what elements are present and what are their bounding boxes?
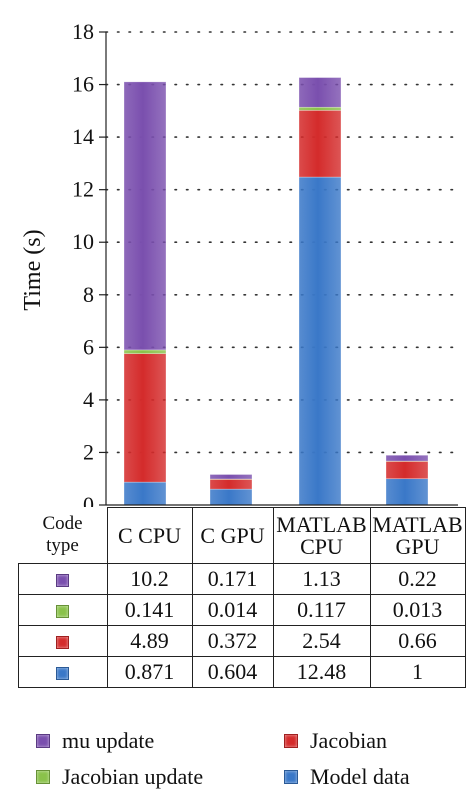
bar-segment-jacobian-update-matlab-cpu	[298, 106, 342, 111]
table-cell: 0.372	[191, 625, 274, 657]
jacobian-update-swatch-icon	[36, 770, 50, 784]
stacked-bar-chart: 0 2 4 6 8 10 12 14 16 18 Time (s)	[20, 19, 459, 507]
bar-segment-model-data-matlab-gpu	[385, 478, 429, 506]
header-text: C GPU	[200, 522, 265, 548]
legend-item-model-data: Model data	[284, 764, 410, 790]
y-tick-label: 14	[72, 124, 94, 149]
mu-update-swatch-icon	[56, 574, 70, 588]
row-key-jacobian-update	[18, 594, 108, 626]
jacobian-update-swatch-icon	[56, 605, 70, 619]
bars	[123, 77, 429, 506]
table-cell: 2.54	[272, 625, 371, 657]
table-row-jacobian: 4.89 0.372 2.54 0.66	[18, 625, 466, 657]
row-key-model-data	[18, 656, 108, 688]
corner-line-2: type	[46, 535, 79, 557]
table-cell: 0.66	[369, 625, 466, 657]
table-cell: 10.2	[106, 563, 193, 595]
jacobian-swatch-icon	[284, 734, 298, 748]
header-text: CPU	[300, 533, 343, 559]
y-tick-label: 8	[83, 282, 94, 307]
y-tick-label: 0	[83, 492, 94, 507]
mu-update-swatch-icon	[36, 734, 50, 748]
legend-item-jacobian: Jacobian	[284, 728, 387, 754]
legend-item-jacobian-update: Jacobian update	[36, 764, 203, 790]
jacobian-swatch-icon	[56, 636, 70, 650]
bar-segment-mu-update-c-cpu	[123, 81, 167, 351]
bar-segment-mu-update-matlab-cpu	[298, 77, 342, 108]
table-cell: 0.141	[106, 594, 193, 626]
y-tick-label: 18	[72, 19, 94, 44]
header-text: C CPU	[118, 522, 181, 548]
data-table: Code type C CPU C GPU MATLAB CPU MATLAB …	[18, 507, 466, 688]
header-text: MATLAB	[372, 511, 463, 537]
table-cell: 0.117	[272, 594, 371, 626]
table-cell: 12.48	[272, 656, 371, 688]
model-data-swatch-icon	[284, 770, 298, 784]
legend-item-mu-update: mu update	[36, 728, 154, 754]
table-header-row: Code type C CPU C GPU MATLAB CPU MATLAB …	[19, 507, 466, 564]
table-row-mu-update: 10.2 0.171 1.13 0.22	[18, 563, 466, 595]
y-tick-label: 16	[72, 72, 94, 97]
bar-segment-jacobian-update-c-cpu	[123, 349, 167, 354]
table-cell: 0.604	[191, 656, 274, 688]
header-text: GPU	[395, 533, 440, 559]
y-axis: 0 2 4 6 8 10 12 14 16 18	[72, 19, 458, 507]
corner-line-1: Code	[42, 513, 83, 535]
table-corner-label: Code type	[19, 508, 108, 564]
legend-label: mu update	[62, 728, 155, 753]
table-cell: 0.013	[369, 594, 466, 626]
table-header-c-gpu: C GPU	[191, 507, 274, 564]
y-axis-label: Time (s)	[20, 229, 46, 310]
y-tick-label: 10	[72, 229, 94, 254]
table-cell: 0.171	[191, 563, 274, 595]
row-key-mu-update	[18, 563, 108, 595]
table-cell: 4.89	[106, 625, 193, 657]
row-key-jacobian	[18, 625, 108, 657]
table-cell: 1.13	[272, 563, 371, 595]
legend: mu update Jacobian Jacobian update Model…	[36, 728, 456, 798]
bar-segment-jacobian-matlab-gpu	[385, 461, 429, 480]
y-tick-label: 4	[83, 387, 94, 412]
bar-segment-model-data-matlab-cpu	[298, 176, 342, 506]
table-header-matlab-gpu: MATLAB GPU	[369, 507, 466, 564]
model-data-swatch-icon	[56, 667, 70, 681]
bar-segment-mu-update-c-gpu	[209, 474, 253, 480]
bar-segment-jacobian-c-cpu	[123, 353, 167, 483]
bar-segment-jacobian-c-gpu	[209, 479, 253, 490]
bar-segment-mu-update-matlab-gpu	[385, 454, 429, 462]
legend-label: Jacobian update	[62, 764, 204, 789]
y-tick-label: 6	[83, 334, 94, 359]
header-text: MATLAB	[276, 511, 367, 537]
y-tick-label: 12	[72, 177, 94, 202]
y-tick-label: 2	[83, 439, 94, 464]
bar-segment-model-data-c-cpu	[123, 481, 167, 506]
table-header-c-cpu: C CPU	[106, 507, 193, 564]
table-row-model-data: 0.871 0.604 12.48 1	[18, 656, 466, 688]
table-cell: 0.871	[106, 656, 193, 688]
legend-label: Model data	[310, 764, 410, 789]
table-cell: 0.014	[191, 594, 274, 626]
table-row-jacobian-update: 0.141 0.014 0.117 0.013	[18, 594, 466, 626]
table-cell: 1	[369, 656, 466, 688]
bar-segment-jacobian-matlab-cpu	[298, 110, 342, 178]
bar-segment-model-data-c-gpu	[209, 488, 253, 506]
table-header-matlab-cpu: MATLAB CPU	[272, 507, 371, 564]
legend-label: Jacobian	[310, 728, 387, 753]
table-cell: 0.22	[369, 563, 466, 595]
